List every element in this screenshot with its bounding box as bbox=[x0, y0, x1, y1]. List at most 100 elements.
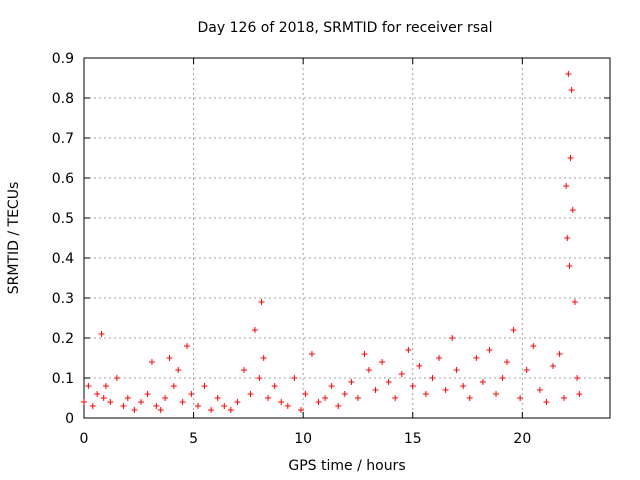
data-point bbox=[550, 363, 557, 369]
data-point bbox=[107, 399, 114, 405]
data-point bbox=[486, 347, 493, 353]
data-point bbox=[568, 87, 575, 93]
data-point bbox=[153, 403, 160, 409]
data-point bbox=[260, 355, 267, 361]
data-point bbox=[566, 263, 573, 269]
data-point bbox=[335, 403, 342, 409]
data-point bbox=[102, 383, 109, 389]
data-point bbox=[315, 399, 322, 405]
data-point bbox=[453, 367, 460, 373]
data-point bbox=[365, 367, 372, 373]
data-point bbox=[563, 183, 570, 189]
data-point bbox=[556, 351, 563, 357]
data-point bbox=[493, 391, 500, 397]
data-point bbox=[120, 403, 127, 409]
y-tick-label: 0.2 bbox=[52, 331, 74, 347]
chart-title: Day 126 of 2018, SRMTID for receiver rsa… bbox=[198, 20, 493, 36]
data-point bbox=[567, 155, 574, 161]
data-point bbox=[170, 383, 177, 389]
data-point bbox=[131, 407, 138, 413]
data-point bbox=[530, 343, 537, 349]
data-point bbox=[251, 327, 258, 333]
y-tick-label: 0.3 bbox=[52, 291, 74, 307]
data-point bbox=[113, 375, 120, 381]
grid-lines bbox=[84, 58, 610, 418]
data-point bbox=[89, 403, 96, 409]
y-tick-label: 0.4 bbox=[52, 251, 74, 267]
data-point bbox=[499, 375, 506, 381]
data-point bbox=[148, 359, 155, 365]
x-tick-label: 10 bbox=[294, 431, 312, 447]
data-point bbox=[247, 391, 254, 397]
data-point bbox=[81, 399, 87, 405]
data-point bbox=[372, 387, 379, 393]
data-point bbox=[449, 335, 456, 341]
data-point bbox=[137, 399, 144, 405]
data-point bbox=[256, 375, 263, 381]
data-point bbox=[175, 367, 182, 373]
data-point bbox=[429, 375, 436, 381]
y-tick-label: 0 bbox=[65, 411, 74, 427]
data-point bbox=[278, 399, 285, 405]
data-point bbox=[322, 395, 329, 401]
data-point bbox=[422, 391, 429, 397]
data-point bbox=[398, 371, 405, 377]
data-point bbox=[392, 395, 399, 401]
data-point bbox=[543, 399, 550, 405]
data-point bbox=[98, 331, 105, 337]
data-point bbox=[100, 395, 107, 401]
data-point bbox=[124, 395, 131, 401]
data-point bbox=[405, 347, 412, 353]
data-point bbox=[144, 391, 151, 397]
y-axis-label: SRMTID / TECUs bbox=[6, 182, 22, 295]
data-point bbox=[179, 399, 186, 405]
data-point bbox=[442, 387, 449, 393]
x-axis-label: GPS time / hours bbox=[288, 458, 405, 474]
data-point bbox=[308, 351, 315, 357]
data-point bbox=[576, 391, 583, 397]
data-point bbox=[416, 363, 423, 369]
data-point bbox=[302, 391, 309, 397]
data-points bbox=[81, 71, 583, 413]
data-point bbox=[157, 407, 164, 413]
plot-frame bbox=[83, 57, 611, 419]
y-tick-label: 0.1 bbox=[52, 371, 74, 387]
x-tick-label: 0 bbox=[80, 431, 89, 447]
data-point bbox=[258, 299, 265, 305]
data-point bbox=[354, 395, 361, 401]
data-point bbox=[184, 343, 191, 349]
data-point bbox=[436, 355, 443, 361]
x-axis-ticks: 0 5 10 15 20 bbox=[80, 58, 531, 447]
data-point bbox=[341, 391, 348, 397]
data-point bbox=[479, 379, 486, 385]
data-point bbox=[234, 399, 241, 405]
y-tick-label: 0.6 bbox=[52, 171, 74, 187]
data-point bbox=[460, 383, 467, 389]
y-tick-label: 0.7 bbox=[52, 131, 74, 147]
y-tick-label: 0.8 bbox=[52, 91, 74, 107]
data-point bbox=[361, 351, 368, 357]
data-point bbox=[536, 387, 543, 393]
data-point bbox=[297, 407, 304, 413]
data-point bbox=[240, 367, 247, 373]
data-point bbox=[188, 391, 195, 397]
data-point bbox=[208, 407, 215, 413]
x-tick-label: 15 bbox=[404, 431, 422, 447]
data-point bbox=[194, 403, 201, 409]
data-point bbox=[328, 383, 335, 389]
y-tick-label: 0.5 bbox=[52, 211, 74, 227]
data-point bbox=[162, 395, 169, 401]
data-point bbox=[565, 71, 572, 77]
data-point bbox=[214, 395, 221, 401]
data-point bbox=[517, 395, 524, 401]
data-point bbox=[569, 207, 576, 213]
data-point bbox=[291, 375, 298, 381]
data-point bbox=[265, 395, 272, 401]
x-tick-label: 20 bbox=[513, 431, 531, 447]
data-point bbox=[510, 327, 517, 333]
data-point bbox=[379, 359, 386, 365]
data-point bbox=[523, 367, 530, 373]
data-point bbox=[271, 383, 278, 389]
data-point bbox=[227, 407, 234, 413]
y-axis-ticks: 0 0.1 0.2 0.3 0.4 0.5 0.6 0.7 0.8 0.9 bbox=[52, 51, 610, 427]
